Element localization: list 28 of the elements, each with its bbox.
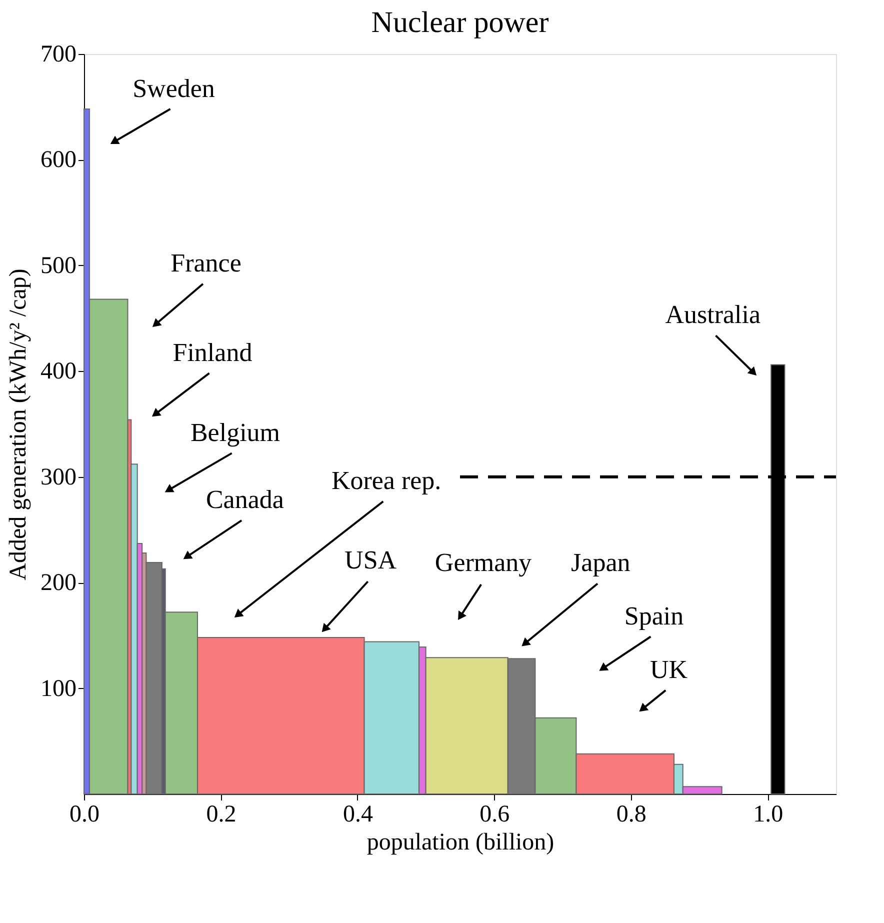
annotation: Japan bbox=[571, 548, 630, 578]
x-tick-label: 1.0 bbox=[753, 802, 784, 828]
x-tick-label: 0.8 bbox=[616, 802, 646, 828]
annotation: Australia bbox=[665, 300, 761, 329]
annotation: Germany bbox=[434, 548, 532, 578]
x-axis-title: population (billion) bbox=[366, 830, 554, 856]
annotation: Canada bbox=[206, 485, 284, 514]
y-tick-label: 400 bbox=[40, 358, 76, 385]
annotation: Sweden bbox=[132, 74, 215, 103]
y-tick-label: 100 bbox=[40, 676, 76, 702]
annotation: Finland bbox=[172, 338, 252, 367]
annotation: Belgium bbox=[190, 418, 280, 448]
x-tick-label: 0.4 bbox=[342, 802, 373, 828]
annotation: USA bbox=[344, 546, 397, 575]
annotation: Korea rep. bbox=[331, 466, 442, 495]
x-tick-label: 0.2 bbox=[206, 802, 236, 828]
x-tick-label: 0.6 bbox=[480, 802, 510, 828]
y-tick-label: 700 bbox=[40, 42, 76, 68]
y-axis-title: Added generation (kWh/y² /cap) bbox=[6, 268, 32, 580]
y-tick-label: 500 bbox=[40, 252, 76, 279]
x-tick-label: 0.0 bbox=[70, 802, 100, 828]
chart-title: Nuclear power bbox=[371, 6, 549, 39]
y-tick-label: 300 bbox=[40, 464, 76, 490]
annotation: Spain bbox=[624, 601, 684, 630]
annotation: UK bbox=[650, 654, 688, 684]
annotation: France bbox=[170, 248, 242, 278]
y-tick-label: 200 bbox=[40, 570, 76, 596]
y-tick-label: 600 bbox=[40, 147, 76, 174]
